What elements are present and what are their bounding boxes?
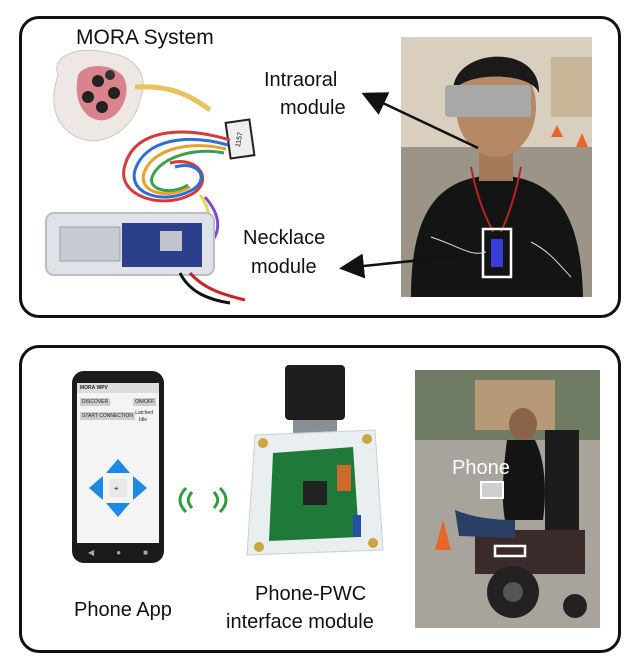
down-arrow-icon: [106, 503, 130, 517]
phone-callout-label: Phone: [452, 457, 510, 479]
wireless-signal-icon: [178, 486, 228, 514]
direction-pad[interactable]: ⌖: [77, 429, 159, 529]
recents-icon: ■: [143, 547, 148, 557]
start-connection-button[interactable]: START CONNECTION: [80, 412, 135, 420]
nav-bar: ◀ ● ■: [77, 545, 159, 559]
phone-app-label: Phone App: [74, 599, 172, 621]
discover-button[interactable]: DISCOVER: [80, 398, 111, 406]
interface-module-label-line1: Phone-PWC: [255, 583, 367, 605]
option-latched[interactable]: Latched: [135, 410, 153, 416]
right-arrow-icon: [133, 476, 147, 500]
necklace-label-line1: Necklace: [243, 227, 326, 249]
wheelchair-user-photo: [415, 370, 600, 628]
pointer-icon: ⌖: [114, 484, 119, 493]
intraoral-arrow: [361, 92, 479, 150]
up-arrow-icon: [106, 459, 130, 473]
necklace-arrow: [339, 253, 471, 279]
user-wearing-device-photo: [401, 37, 592, 297]
interface-module-photo: [235, 365, 390, 565]
left-arrow-icon: [89, 476, 103, 500]
option-idle[interactable]: Idle: [138, 417, 147, 423]
home-icon: ●: [116, 547, 122, 557]
mora-system-title: MORA System: [76, 26, 214, 49]
intraoral-label-line2: module: [280, 97, 346, 119]
interface-module-label-line2: interface module: [226, 611, 374, 633]
hardware-photo: 1157: [40, 45, 280, 305]
phone-screen: MORA WPV DISCOVER ON/OFF START CONNECTIO…: [77, 383, 159, 543]
back-icon: ◀: [88, 547, 95, 557]
board-sticker-text: 1157: [235, 132, 245, 148]
necklace-label-line2: module: [251, 256, 317, 278]
intraoral-label-line1: Intraoral: [264, 69, 338, 91]
onoff-button[interactable]: ON/OFF: [133, 398, 156, 406]
smartphone: MORA WPV DISCOVER ON/OFF START CONNECTIO…: [72, 371, 164, 563]
app-header: MORA WPV: [77, 383, 159, 393]
